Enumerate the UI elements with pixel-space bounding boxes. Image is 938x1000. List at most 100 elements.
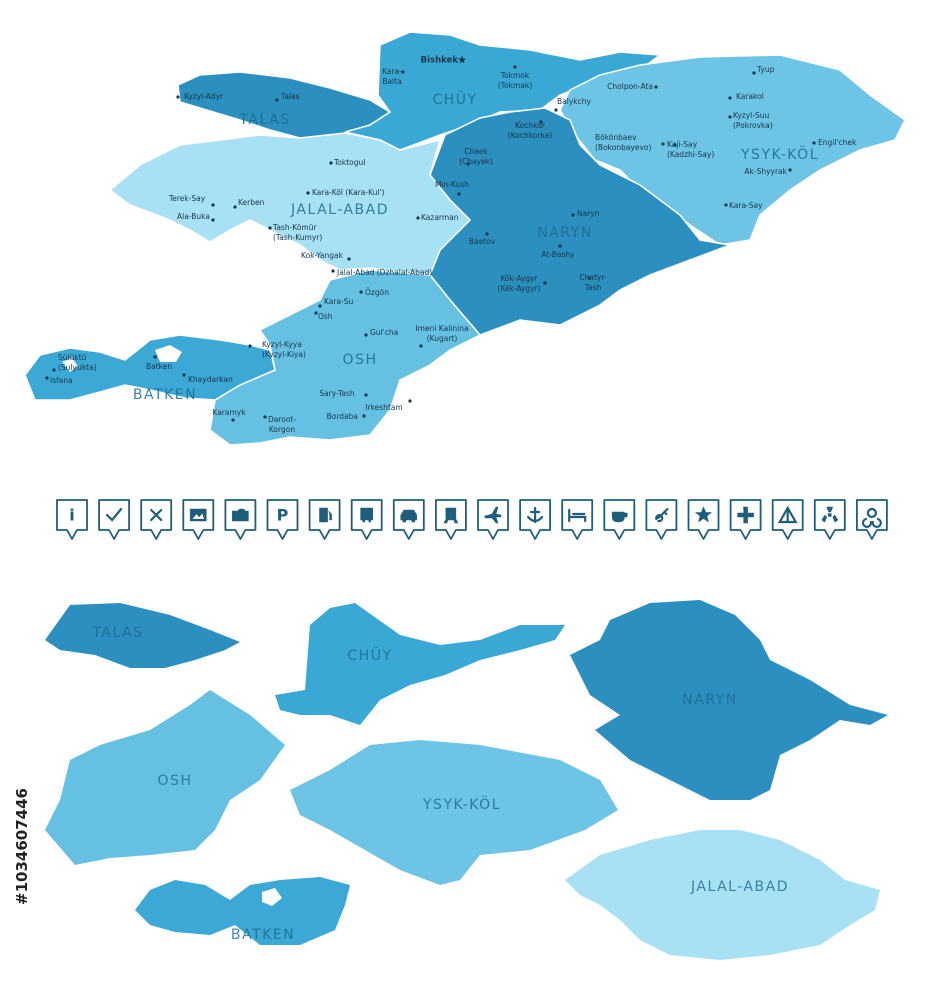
enclave xyxy=(62,358,78,372)
region-shape xyxy=(24,334,276,401)
city-label: Khaydarkan xyxy=(188,375,233,384)
city-label: Tash xyxy=(584,283,602,292)
city-dot xyxy=(554,108,558,112)
capital-label: Bishkek xyxy=(421,56,459,66)
icon-glyph xyxy=(655,507,669,523)
city-dot xyxy=(485,232,489,236)
enclave xyxy=(262,888,282,906)
city-label: Engil'chek xyxy=(818,138,857,147)
city-label: Osh xyxy=(318,312,333,321)
city-dot xyxy=(587,276,591,280)
city-label: Chatyr- xyxy=(579,273,607,282)
city-label: (Chayek) xyxy=(459,157,493,166)
city-dot xyxy=(673,143,677,147)
city-dot xyxy=(176,95,180,99)
city-label: Baetov xyxy=(469,237,496,246)
piece-shape xyxy=(570,600,888,800)
city-label: Özgön xyxy=(365,288,389,297)
city-dot xyxy=(543,281,547,285)
piece-shape xyxy=(275,603,565,725)
city-dot xyxy=(408,399,412,403)
city-dot xyxy=(466,162,470,166)
region-pieces: TALAS CHÜY NARYN OSH YSYK-KÖL JALAL-ABAD BATKE… xyxy=(45,600,888,960)
city-label: Bordaba xyxy=(327,412,358,421)
city-dot xyxy=(268,226,272,230)
piece-label: CHÜY xyxy=(347,646,392,664)
region-label: TALAS xyxy=(238,112,290,128)
city-label: Tokmok xyxy=(500,71,530,80)
city-dot xyxy=(331,269,335,273)
city-dot xyxy=(364,333,368,337)
piece-shape xyxy=(290,740,618,885)
city-dot xyxy=(539,120,543,124)
city-label: Imeni Kalinina xyxy=(415,324,468,333)
city-dot xyxy=(263,415,267,419)
city-label: (Kochkorka) xyxy=(508,131,552,140)
icon-glyph xyxy=(443,507,459,524)
city-dot xyxy=(364,393,368,397)
region-shape xyxy=(344,31,663,151)
icon-glyph xyxy=(484,506,502,524)
city-label: Karamyk xyxy=(212,408,246,417)
region-label: BATKEN xyxy=(133,387,197,403)
city-label: (Këk-Aygyr) xyxy=(497,284,540,293)
city-dot xyxy=(231,418,235,422)
city-label: Kyzyl-Adyr xyxy=(184,92,224,101)
icon-glyph xyxy=(319,507,332,523)
city-label: Kara-Köl (Kara-Kul') xyxy=(312,188,385,197)
city-dot xyxy=(314,311,318,315)
city-dot xyxy=(275,98,279,102)
icon-glyph xyxy=(861,507,882,528)
city-dot xyxy=(153,355,157,359)
icon-pin xyxy=(56,499,88,540)
city-dot xyxy=(211,218,215,222)
top-map: TALAS CHÜY YSYK-KÖL NARYN JALAL-ABAD OSH BATKE… xyxy=(24,31,906,446)
region-label: CHÜY xyxy=(432,90,477,108)
city-label: (Bokonbayevo) xyxy=(595,143,652,152)
city-dot xyxy=(788,168,792,172)
icon-pin xyxy=(98,499,130,540)
icon-glyph xyxy=(737,506,754,524)
city-label: Kerben xyxy=(238,198,265,207)
city-label: Terek-Say xyxy=(168,194,206,203)
region-shape xyxy=(209,269,482,446)
piece-shape xyxy=(45,603,240,668)
icon-glyph xyxy=(526,506,544,524)
piece-label: OSH xyxy=(158,773,193,789)
region-label: JALAL-ABAD xyxy=(290,202,389,218)
city-dot xyxy=(233,205,237,209)
city-label: Irkeshtam xyxy=(365,403,403,412)
city-dot xyxy=(182,373,186,377)
city-label: Chaek xyxy=(464,147,488,156)
icon-glyph xyxy=(232,508,249,522)
city-label: Kyzyl-Suu xyxy=(733,111,769,120)
city-dot xyxy=(359,290,363,294)
city-label: Kyzyl-Kyya xyxy=(262,340,302,349)
city-dot xyxy=(654,85,658,89)
city-label: Korgon xyxy=(269,425,295,434)
city-dot xyxy=(728,96,732,100)
city-dot xyxy=(419,344,423,348)
city-label: Min-Kush xyxy=(435,180,469,189)
city-label: Daroot- xyxy=(268,415,296,424)
icon-glyph xyxy=(568,508,587,523)
piece-label: YSYK-KÖL xyxy=(422,795,501,813)
city-dot xyxy=(347,257,351,261)
icon-glyph xyxy=(694,506,713,523)
piece-shape xyxy=(45,690,285,865)
region-shape xyxy=(108,132,472,276)
city-label: Kaji-Say xyxy=(667,140,698,149)
icon-glyph xyxy=(400,509,418,523)
city-label: Tash-Kömür xyxy=(272,223,317,232)
piece-label: JALAL-ABAD xyxy=(690,879,789,895)
city-dot xyxy=(724,203,728,207)
city-dot xyxy=(52,368,56,372)
city-dot xyxy=(571,213,575,217)
icon-pin xyxy=(687,499,720,540)
icon-letter: i xyxy=(69,506,74,525)
icon-pin xyxy=(140,499,173,540)
city-dot xyxy=(248,344,252,348)
icon-glyph xyxy=(821,506,839,523)
city-label: (Tash-Kumyr) xyxy=(273,233,322,242)
